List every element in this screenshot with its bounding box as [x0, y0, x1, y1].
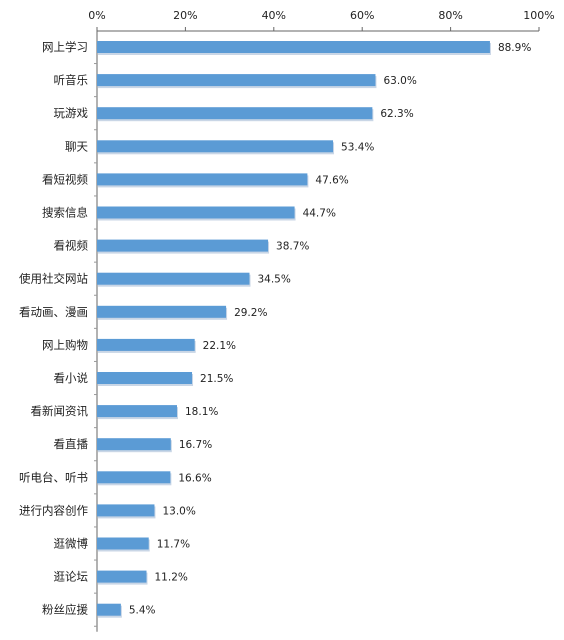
bar — [97, 140, 334, 153]
category-label: 逛论坛 — [54, 570, 89, 584]
value-label: 11.2% — [155, 572, 188, 584]
category-label: 看动画、漫画 — [19, 305, 88, 319]
bar — [97, 471, 171, 484]
bar — [97, 537, 149, 550]
bar — [97, 438, 171, 451]
category-label: 听电台、听书 — [19, 470, 88, 484]
value-label: 44.7% — [303, 208, 336, 220]
value-label: 5.4% — [129, 605, 156, 617]
category-label: 玩游戏 — [54, 106, 89, 120]
bar — [97, 41, 490, 53]
value-label: 11.7% — [157, 539, 190, 551]
value-label: 34.5% — [257, 274, 290, 286]
value-label: 16.6% — [178, 472, 211, 484]
bar — [97, 570, 147, 583]
category-label: 进行内容创作 — [19, 503, 88, 517]
value-label: 29.2% — [234, 307, 267, 319]
category-label: 聊天 — [65, 139, 88, 153]
category-label: 网上购物 — [42, 338, 88, 352]
category-label: 看新闻资讯 — [31, 404, 89, 418]
bar — [97, 173, 308, 186]
category-label: 逛微博 — [54, 537, 89, 551]
value-label: 22.1% — [203, 340, 236, 352]
category-label: 网上学习 — [42, 40, 88, 54]
category-label: 粉丝应援 — [42, 603, 88, 617]
category-label: 听音乐 — [54, 73, 89, 87]
category-label: 搜索信息 — [42, 206, 88, 220]
bar — [97, 603, 121, 616]
value-label: 16.7% — [179, 439, 212, 451]
x-tick-label: 100% — [523, 9, 554, 22]
bar — [97, 372, 193, 384]
value-label: 62.3% — [380, 108, 413, 120]
bar — [97, 405, 178, 418]
bar — [97, 107, 373, 120]
bar — [97, 305, 227, 318]
bar — [97, 206, 295, 219]
value-label: 13.0% — [162, 505, 195, 517]
value-label: 53.4% — [341, 141, 374, 153]
x-tick-label: 60% — [350, 9, 374, 22]
value-label: 38.7% — [276, 241, 309, 253]
bar — [97, 338, 195, 351]
category-label: 使用社交网站 — [19, 272, 88, 286]
x-tick-label: 20% — [173, 9, 197, 22]
value-label: 47.6% — [315, 174, 348, 186]
bars-layer — [97, 41, 491, 618]
value-label: 18.1% — [185, 406, 218, 418]
category-label: 看直播 — [54, 437, 89, 451]
category-label: 看小说 — [54, 371, 89, 385]
category-label: 看视频 — [54, 239, 89, 253]
bar — [97, 504, 155, 517]
value-label: 63.0% — [383, 75, 416, 87]
x-tick-label: 0% — [88, 9, 105, 22]
x-tick-label: 80% — [438, 9, 462, 22]
bar — [97, 74, 376, 87]
bar — [97, 239, 269, 252]
x-tick-label: 40% — [262, 9, 286, 22]
value-label: 88.9% — [498, 42, 531, 54]
bar — [97, 272, 250, 285]
category-label: 看短视频 — [42, 172, 88, 186]
value-label: 21.5% — [200, 373, 233, 385]
labels-layer: 网上学习 88.9% 听音乐 63.0% 玩游戏 62.3% 聊天 53.4% 看短视频 47.6… — [19, 40, 531, 617]
axis-layer: 0% 20% 40% 60% 80% 100% — [88, 9, 555, 632]
